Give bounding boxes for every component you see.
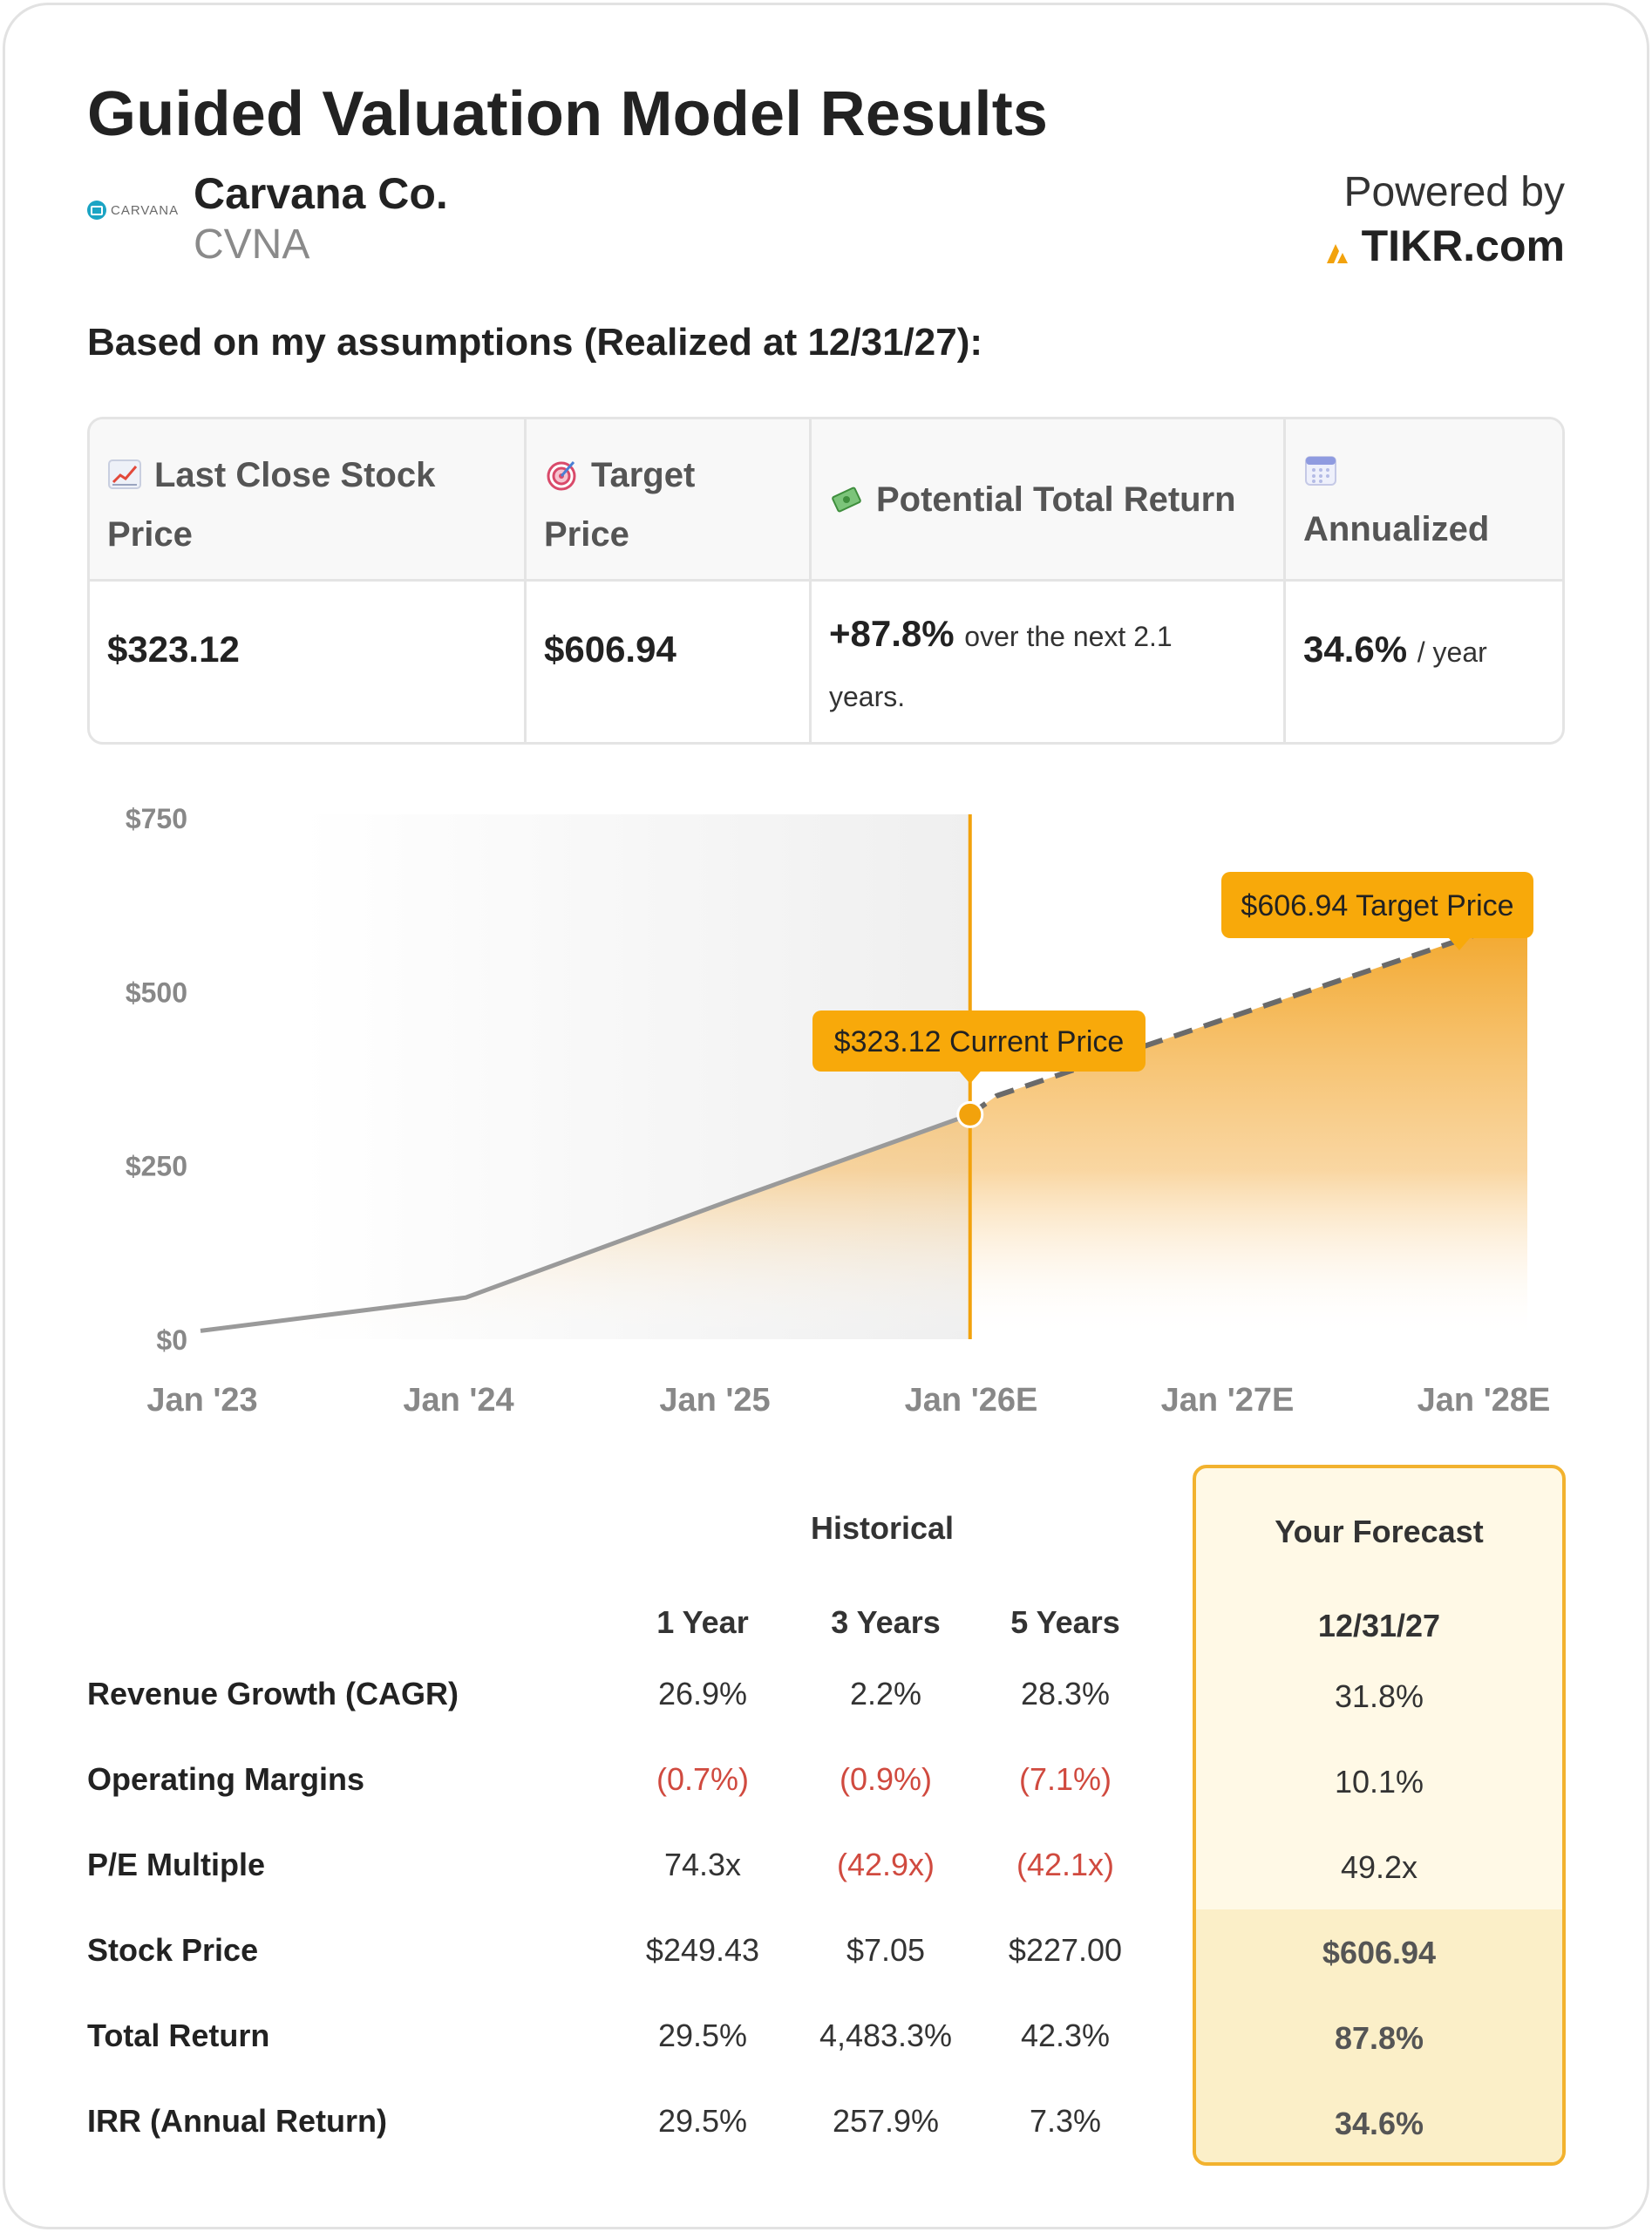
tikr-brand[interactable]: TIKR.com <box>1325 221 1565 271</box>
company-name: Carvana Co. <box>194 169 448 218</box>
summary-label-target: Target Price <box>544 456 696 554</box>
logo-text: CARVANA <box>111 202 180 218</box>
summary-col-last-close: Last Close Stock Price $323.12 <box>90 419 527 742</box>
summary-col-target: Target Price $606.94 <box>527 419 812 742</box>
x-tick-label: Jan '27E <box>1161 1382 1295 1419</box>
summary-value-last-close: $323.12 <box>107 629 240 670</box>
y-tick-label: $250 <box>126 1151 187 1182</box>
x-tick-label: Jan '28E <box>1417 1382 1551 1419</box>
target-price-label: $606.94 Target Price <box>1241 889 1513 922</box>
x-tick-label: Jan '26E <box>905 1382 1038 1419</box>
x-tick-label: Jan '23 <box>146 1382 257 1419</box>
x-tick-label: Jan '24 <box>403 1382 513 1419</box>
tikr-logo-icon <box>1326 244 1348 263</box>
company-logo: CARVANA <box>87 201 179 220</box>
summary-label-annualized: Annualized <box>1303 510 1490 548</box>
summary-table: Last Close Stock Price $323.12 Target Pr… <box>87 417 1565 745</box>
summary-value-return: +87.8% <box>829 613 955 654</box>
current-price-label: $323.12 Current Price <box>834 1025 1125 1058</box>
target-price-callout: $606.94 Target Price <box>1221 872 1533 950</box>
powered-by-label: Powered by <box>1343 169 1565 215</box>
price-area-fill <box>201 917 1527 1339</box>
money-wings-icon <box>832 487 861 513</box>
chart-increasing-icon <box>108 459 141 489</box>
summary-return-suffix2: years. <box>829 681 906 712</box>
summary-col-annualized: Annualized 34.6% / year <box>1286 419 1562 742</box>
summary-label-last-close: Last Close Stock Price <box>107 456 436 554</box>
summary-label-return: Potential Total Return <box>876 480 1236 519</box>
x-tick-label: Jan '25 <box>659 1382 770 1419</box>
assumptions-heading: Based on my assumptions (Realized at 12/… <box>87 321 983 364</box>
summary-col-return: Potential Total Return +87.8% over the n… <box>812 419 1286 742</box>
y-tick-label: $750 <box>126 803 187 834</box>
target-icon <box>547 461 576 491</box>
forecast-highlight <box>1196 1909 1562 2162</box>
tikr-brand-text: TIKR.com <box>1361 221 1565 270</box>
summary-return-suffix: over the next 2.1 <box>964 621 1173 652</box>
page-title: Guided Valuation Model Results <box>87 79 1049 149</box>
calendar-icon <box>1305 456 1336 486</box>
summary-value-target: $606.94 <box>544 629 676 670</box>
current-price-callout: $323.12 Current Price <box>812 1011 1146 1084</box>
forecast-panel <box>1193 1465 1566 2166</box>
y-tick-label: $0 <box>156 1324 187 1356</box>
summary-value-annualized: 34.6% <box>1303 629 1408 670</box>
y-tick-label: $500 <box>126 976 187 1008</box>
summary-annualized-suffix: / year <box>1417 636 1487 668</box>
price-chart: $750 $500 $250 $0 Jan '23 Jan '24 Jan '25 Jan … <box>126 803 1551 1419</box>
historical-price-line <box>200 1113 971 1333</box>
ticker-symbol: CVNA <box>194 221 310 268</box>
current-price-marker <box>956 1100 984 1128</box>
carvana-logo-icon <box>87 201 106 220</box>
